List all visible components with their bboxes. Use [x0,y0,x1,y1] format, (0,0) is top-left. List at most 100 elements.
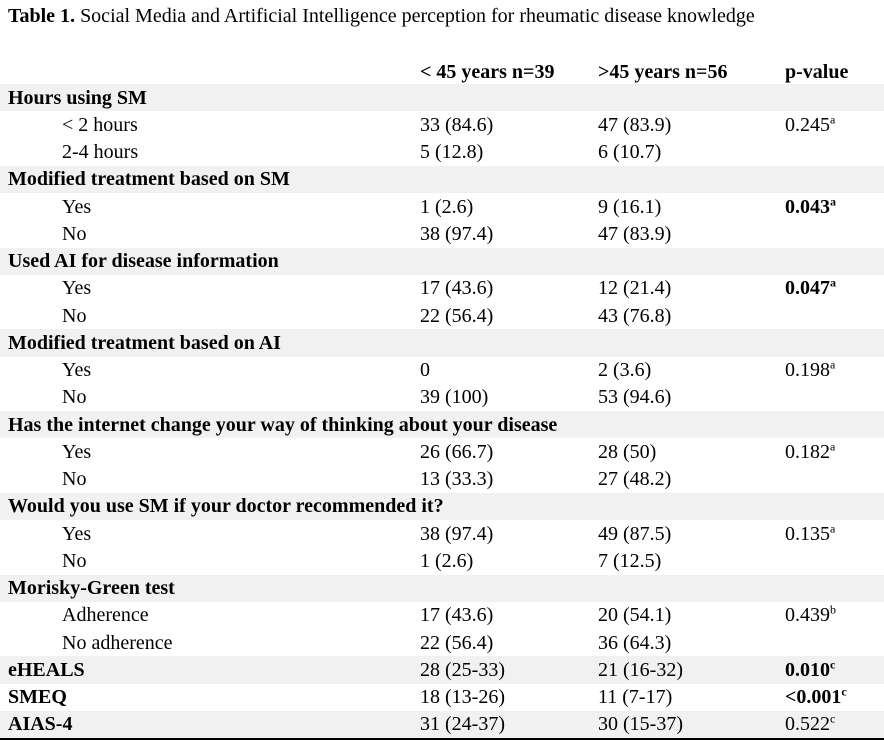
cell-over-45: 36 (64.3) [598,631,672,654]
cell-over-45: 20 (54.1) [598,604,672,627]
cell-under-45: 33 (84.6) [420,113,494,136]
cell-under-45: 17 (43.6) [420,277,494,300]
cell-under-45: 38 (97.4) [420,522,494,545]
cell-over-45: 6 (10.7) [598,141,662,164]
row-label: No [62,386,87,409]
p-value-footnote-marker: c [830,711,836,726]
cell-under-45: 1 (2.6) [420,195,474,218]
row-label: No [62,549,87,572]
table-caption: Social Media and Artificial Intelligence… [80,5,755,27]
table-row: No 22 (56.4) 43 (76.8) [0,302,884,329]
row-label: Yes [62,522,92,545]
table-header-row: < 45 years n=39 >45 years n=56 p-value [0,55,884,84]
row-label: Modified treatment based on SM [8,168,290,191]
p-value-text: 0.135 [785,522,830,545]
cell-over-45: 27 (48.2) [598,468,672,491]
row-label: Yes [62,359,92,382]
cell-under-45: 0 [420,359,430,382]
cell-over-45: 30 (15-37) [598,713,683,736]
p-value-text: 0.439 [785,604,830,627]
p-value-footnote-marker: a [830,520,836,535]
row-label: AIAS-4 [8,713,73,736]
cell-under-45: 28 (25-33) [420,658,505,681]
cell-p-value: 0.198a [785,357,884,382]
table-row: Yes 26 (66.7) 28 (50) 0.182a [0,438,884,465]
table-row: No 38 (97.4) 47 (83.9) [0,220,884,247]
table-row: Has the internet change your way of thin… [0,411,884,439]
table-row: Adherence 17 (43.6) 20 (54.1) 0.439b [0,602,884,629]
cell-under-45: 39 (100) [420,386,489,409]
cell-under-45: 22 (56.4) [420,631,494,654]
table-row: eHEALS 28 (25-33) 21 (16-32) 0.010c [0,656,884,684]
row-label: Yes [62,277,92,300]
cell-over-45: 7 (12.5) [598,549,662,572]
cell-over-45: 21 (16-32) [598,658,683,681]
row-label: No [62,304,87,327]
cell-under-45: 22 (56.4) [420,304,494,327]
p-value-footnote-marker: a [830,193,836,208]
cell-under-45: 1 (2.6) [420,549,474,572]
table-row: 2-4 hours 5 (12.8) 6 (10.7) [0,139,884,166]
cell-p-value: 0.047a [785,275,884,300]
cell-p-value: <0.001c [785,685,884,709]
p-value-footnote-marker: a [830,275,836,290]
column-header-over-45: >45 years n=56 [598,61,728,83]
cell-p-value: 0.043a [785,193,884,217]
table-row: Morisky-Green test [0,574,884,602]
cell-over-45: 2 (3.6) [598,359,652,382]
row-label: Would you use SM if your doctor recommen… [8,495,444,518]
row-label: < 2 hours [62,113,138,136]
cell-p-value: 0.439b [785,602,884,627]
table-row: Yes 0 2 (3.6) 0.198a [0,357,884,384]
table-row: Would you use SM if your doctor recommen… [0,492,884,520]
table-row: Yes 1 (2.6) 9 (16.1) 0.043a [0,193,884,220]
p-value-text: 0.245 [785,113,830,136]
cell-over-45: 49 (87.5) [598,522,672,545]
cell-over-45: 11 (7-17) [598,686,673,709]
p-value-footnote-marker: b [830,602,836,617]
row-label: No [62,222,87,245]
row-label: SMEQ [8,686,67,709]
p-value-text: 0.198 [785,359,830,382]
cell-under-45: 31 (24-37) [420,713,505,736]
row-label: Yes [62,195,92,218]
cell-p-value: 0.135a [785,520,884,545]
row-label: Hours using SM [8,86,147,109]
column-header-under-45: < 45 years n=39 [420,61,555,83]
column-header-p-value: p-value [785,61,849,83]
header-spacer [0,82,420,84]
cell-under-45: 38 (97.4) [420,222,494,245]
cell-p-value: 0.010c [785,658,884,680]
cell-over-45: 28 (50) [598,440,657,463]
row-label: Adherence [62,604,149,627]
cell-under-45: 13 (33.3) [420,468,494,491]
p-value-footnote-marker: a [830,357,836,372]
table-title: Table 1. Social Media and Artificial Int… [0,0,884,55]
p-value-text: 0.047 [785,277,830,300]
table-row: Hours using SM [0,84,884,112]
row-label: Has the internet change your way of thin… [8,413,558,436]
cell-over-45: 53 (94.6) [598,386,672,409]
row-label: Used AI for disease information [8,250,279,273]
table-row: No 1 (2.6) 7 (12.5) [0,547,884,574]
table-row: SMEQ 18 (13-26) 11 (7-17) <0.001c [0,684,884,711]
table-body: Hours using SM < 2 hours 33 (84.6) 47 (8… [0,84,884,740]
row-label: eHEALS [8,658,85,681]
cell-over-45: 43 (76.8) [598,304,672,327]
table-row: Yes 38 (97.4) 49 (87.5) 0.135a [0,520,884,547]
table-number-label: Table 1. [8,5,76,27]
table-row: No adherence 22 (56.4) 36 (64.3) [0,629,884,656]
table-row: Used AI for disease information [0,247,884,275]
row-label: Morisky-Green test [8,577,175,600]
p-value-footnote-marker: a [830,439,836,454]
p-value-text: <0.001 [785,686,842,709]
cell-over-45: 9 (16.1) [598,195,662,218]
cell-over-45: 47 (83.9) [598,113,672,136]
row-label: No [62,468,87,491]
row-label: No adherence [62,631,173,654]
table-row: No 13 (33.3) 27 (48.2) [0,466,884,493]
table-row: Modified treatment based on AI [0,329,884,357]
p-value-text: 0.182 [785,440,830,463]
cell-p-value: 0.522c [785,711,884,735]
